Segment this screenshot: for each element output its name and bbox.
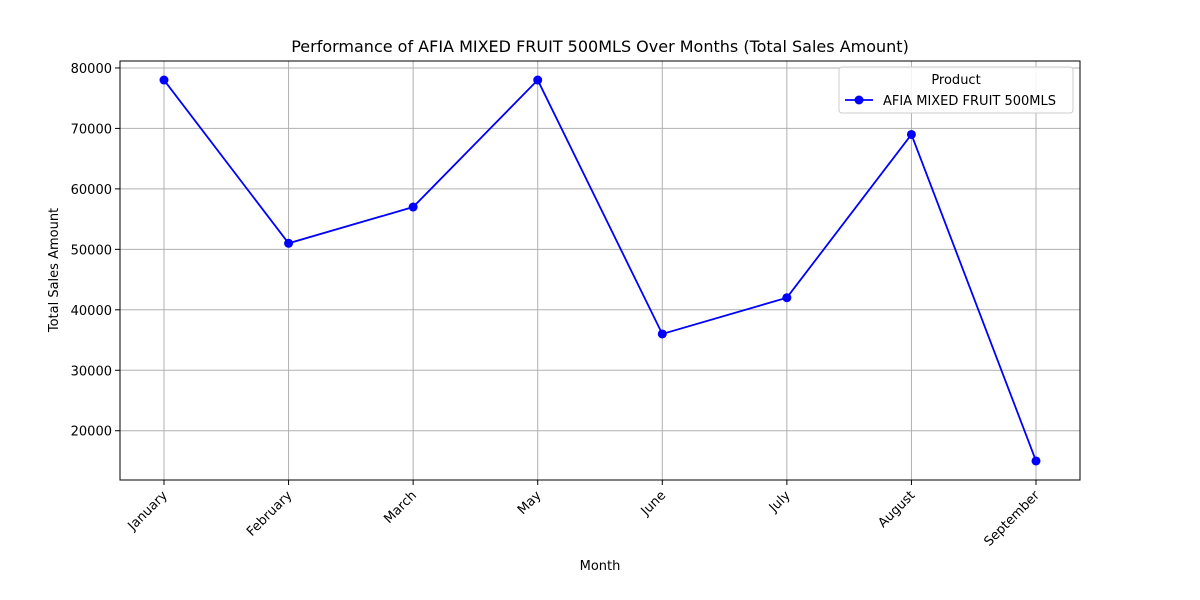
x-tick-label: February bbox=[244, 488, 296, 540]
y-tick-label: 50000 bbox=[71, 243, 112, 258]
y-tick-label: 80000 bbox=[71, 62, 112, 77]
chart-title: Performance of AFIA MIXED FRUIT 500MLS O… bbox=[291, 37, 909, 56]
legend: Product AFIA MIXED FRUIT 500MLS bbox=[838, 66, 1074, 114]
x-tick-label: March bbox=[381, 488, 420, 527]
x-axis-label: Month bbox=[580, 559, 621, 574]
series-group bbox=[159, 75, 1041, 466]
x-tick-label: January bbox=[125, 488, 171, 534]
data-point bbox=[533, 75, 543, 85]
data-point bbox=[782, 293, 792, 303]
x-tick-label: July bbox=[766, 488, 794, 516]
y-tick-label: 40000 bbox=[71, 304, 112, 319]
legend-box bbox=[838, 66, 1074, 114]
data-point bbox=[906, 129, 916, 139]
x-axis-ticks: January February March May June July August Sep… bbox=[125, 480, 1043, 550]
x-tick-label: June bbox=[638, 488, 669, 519]
y-axis-ticks: 20000 30000 40000 50000 60000 70000 80000 bbox=[71, 62, 120, 440]
y-tick-label: 20000 bbox=[71, 425, 112, 440]
data-point bbox=[159, 75, 169, 85]
x-tick-label: August bbox=[875, 488, 918, 531]
series-line bbox=[163, 78, 1037, 462]
legend-marker-swatch bbox=[854, 95, 864, 105]
data-point bbox=[657, 329, 667, 339]
y-axis-label: Total Sales Amount bbox=[47, 208, 62, 333]
legend-entry-label: AFIA MIXED FRUIT 500MLS bbox=[883, 94, 1056, 109]
x-tick-label: September bbox=[981, 488, 1043, 550]
data-point bbox=[408, 202, 418, 212]
x-tick-label: May bbox=[515, 488, 545, 518]
y-tick-label: 70000 bbox=[71, 122, 112, 137]
data-point bbox=[284, 238, 294, 248]
y-tick-label: 60000 bbox=[71, 183, 112, 198]
data-point bbox=[1031, 456, 1041, 466]
y-tick-label: 30000 bbox=[71, 364, 112, 379]
plot-area-frame bbox=[119, 60, 1081, 481]
grid-lines bbox=[120, 61, 1080, 480]
legend-title: Product bbox=[931, 73, 980, 88]
